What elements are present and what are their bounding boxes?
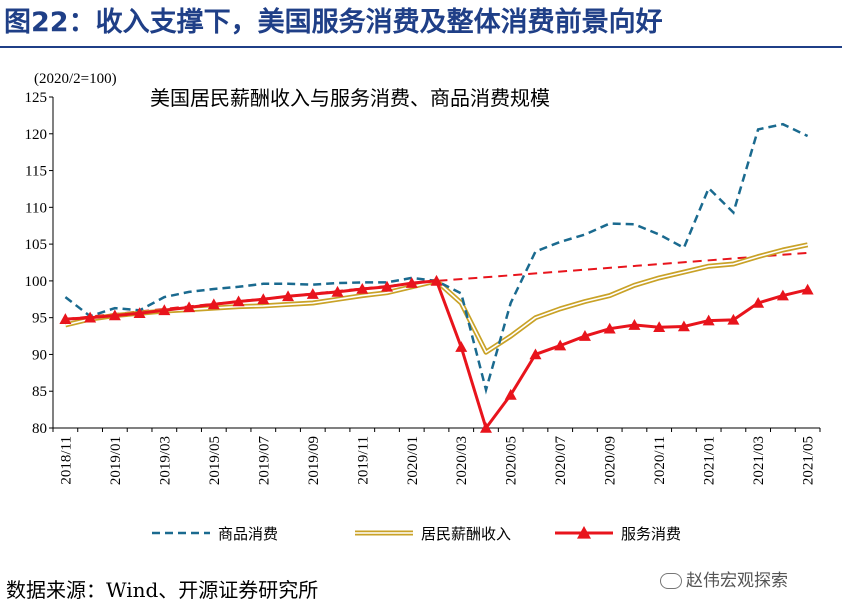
services-point: [702, 314, 715, 326]
x-tick-label: 2019/11: [355, 436, 371, 485]
x-tick-label: 2021/03: [751, 436, 767, 485]
services-point: [677, 320, 690, 332]
x-tick-label: 2021/05: [801, 436, 817, 485]
source-note: 数据来源：Wind、开源证券研究所: [6, 578, 319, 602]
x-tick-label: 2020/03: [454, 436, 470, 485]
x-tick-label: 2020/11: [652, 436, 668, 485]
services-point: [653, 321, 666, 333]
services-point: [306, 288, 319, 299]
legend-services-marker: [577, 526, 591, 539]
x-tick-label: 2020/07: [553, 436, 569, 486]
services-point: [158, 304, 171, 316]
services-point: [405, 277, 418, 288]
y-tick-label: 115: [25, 164, 47, 180]
services-point: [232, 295, 245, 307]
services-point: [381, 280, 394, 292]
services-series-line: [65, 279, 808, 432]
services-point: [628, 319, 641, 330]
services-point: [504, 388, 517, 400]
services-point: [801, 283, 814, 295]
watermark: 赵伟宏观探索: [660, 566, 788, 591]
services-point: [578, 330, 591, 341]
legend-goods: 商品消费: [152, 525, 278, 543]
services-point: [455, 341, 468, 352]
services-point: [133, 307, 146, 319]
legend-income: 居民薪酬收入: [355, 525, 511, 543]
x-tick-label: 2019/07: [256, 436, 272, 486]
y-tick-label: 125: [25, 90, 48, 106]
y-tick-label: 100: [25, 274, 48, 290]
unit-label: (2020/2=100): [34, 71, 117, 87]
services-point: [356, 282, 369, 294]
services-point: [603, 322, 616, 334]
services-point: [183, 301, 196, 313]
services-point: [84, 311, 97, 323]
y-tick-label: 120: [25, 127, 48, 143]
goods-series-line: [64, 122, 809, 395]
x-tick-label: 2019/01: [108, 436, 124, 485]
x-tick-label: 2020/01: [405, 436, 421, 485]
legend-income-label: 居民薪酬收入: [421, 525, 511, 543]
services-point: [776, 289, 789, 301]
services-point: [108, 309, 121, 321]
services-point: [479, 422, 492, 433]
legend-services-label: 服务消费: [621, 525, 681, 543]
x-tick-label: 2019/03: [157, 436, 173, 485]
figure-title: 图22：收入支撑下，美国服务消费及整体消费前景向好: [4, 7, 663, 38]
title-rule: [0, 46, 842, 48]
services-point: [257, 293, 270, 305]
services-point: [727, 313, 740, 325]
y-tick-label: 90: [32, 347, 47, 363]
services-point: [59, 313, 72, 324]
services-point: [554, 339, 567, 351]
x-tick-label: 2020/09: [603, 436, 619, 485]
services-point: [207, 298, 220, 310]
services-point: [282, 290, 295, 302]
wechat-icon: [660, 573, 682, 589]
y-tick-label: 95: [32, 311, 47, 327]
y-tick-label: 85: [32, 384, 47, 400]
legend-services: 服务消费: [555, 525, 681, 543]
y-tick-label: 110: [25, 200, 47, 216]
x-tick-label: 2019/05: [207, 436, 223, 485]
services-point: [529, 348, 542, 360]
x-tick-label: 2020/05: [504, 436, 520, 485]
legend-goods-label: 商品消费: [218, 525, 278, 543]
x-tick-label: 2018/11: [58, 436, 74, 485]
services-point: [430, 274, 443, 286]
y-tick-label: 80: [32, 421, 47, 437]
services-point: [752, 296, 765, 308]
x-tick-label: 2021/01: [702, 436, 718, 485]
services-point: [331, 285, 344, 297]
watermark-text: 赵伟宏观探索: [686, 571, 788, 591]
y-tick-label: 105: [25, 237, 48, 253]
chart-title: 美国居民薪酬收入与服务消费、商品消费规模: [150, 86, 550, 110]
x-tick-label: 2019/09: [306, 436, 322, 485]
